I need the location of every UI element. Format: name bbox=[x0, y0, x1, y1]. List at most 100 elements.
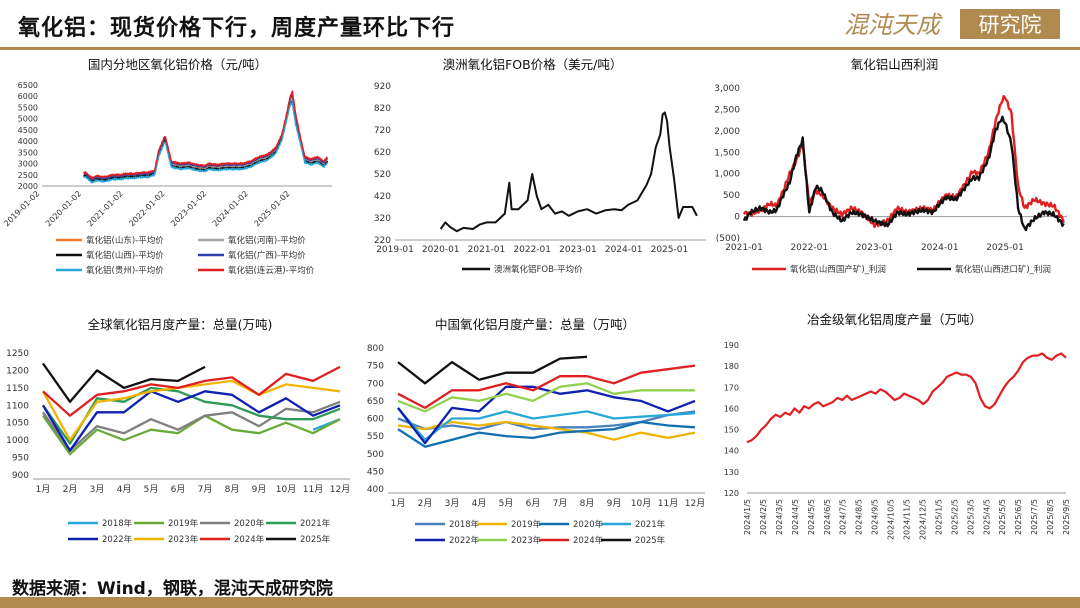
y-tick-label: 520 bbox=[374, 170, 391, 180]
x-tick-label: 2025/4/5 bbox=[982, 499, 991, 535]
x-tick-label: 2024/2/5 bbox=[759, 499, 768, 535]
y-tick-label: 140 bbox=[724, 447, 739, 456]
chart-title: 澳洲氧化铝FOB价格（美元/吨） bbox=[443, 57, 623, 72]
legend-label: 氧化铝(广西)-平均价 bbox=[228, 250, 306, 261]
logo: 混沌天成 研究院 bbox=[844, 9, 1060, 39]
x-tick-label: 2025-01 bbox=[986, 243, 1024, 253]
chart-shanxi-profit: 氧化铝山西利润 (500) 0 500 1,000 1,500 2,000 2,500 3,00… bbox=[712, 52, 1077, 282]
x-tick-label: 2025/3/5 bbox=[966, 499, 975, 535]
y-tick-label: 1100 bbox=[6, 401, 29, 411]
x-tick-label: 10月 bbox=[631, 498, 651, 509]
footer-bar bbox=[0, 597, 1080, 608]
y-tick-label: 4500 bbox=[18, 126, 38, 135]
y-tick-label: 180 bbox=[724, 362, 739, 371]
series-line bbox=[397, 364, 696, 410]
x-tick-label: 7月 bbox=[553, 498, 568, 509]
x-tick-label: 5月 bbox=[499, 498, 514, 509]
logo-text-a: 混沌天成 bbox=[844, 11, 943, 39]
x-tick-label: 1月 bbox=[391, 498, 406, 509]
legend-label: 2023年 bbox=[168, 534, 199, 545]
x-tick-label: 2024/11/5 bbox=[903, 499, 912, 540]
series-line bbox=[439, 111, 698, 233]
y-tick-label: 190 bbox=[724, 341, 739, 350]
y-tick-label: 6000 bbox=[18, 92, 38, 101]
legend-label: 2021年 bbox=[635, 519, 666, 530]
x-tick-label: 2023-01-02 bbox=[169, 189, 208, 228]
x-tick-label: 2025/5/5 bbox=[998, 499, 1007, 535]
x-tick-label: 2024-01-02 bbox=[211, 189, 250, 228]
x-tick-label: 2024/4/5 bbox=[791, 499, 800, 535]
series-line bbox=[41, 379, 341, 442]
y-tick-label: 750 bbox=[367, 362, 384, 372]
x-tick-label: 2019-01 bbox=[376, 245, 414, 255]
chart-title: 冶金级氧化铝周度产量（万吨） bbox=[807, 312, 982, 327]
x-tick-label: 2月 bbox=[418, 498, 433, 509]
y-tick-label: 800 bbox=[367, 344, 384, 354]
series-line bbox=[397, 407, 696, 441]
x-tick-label: 2022-01 bbox=[790, 243, 828, 253]
y-tick-label: 2,000 bbox=[714, 127, 740, 137]
legend-label: 澳洲氧化铝FOB-平均价 bbox=[494, 264, 583, 275]
x-tick-label: 2024-01 bbox=[921, 243, 959, 253]
series-line bbox=[397, 420, 696, 448]
x-tick-label: 3月 bbox=[445, 498, 460, 509]
series-line bbox=[742, 95, 1065, 229]
y-tick-label: 620 bbox=[374, 148, 391, 158]
legend-label: 氧化铝(贵州)-平均价 bbox=[86, 265, 164, 276]
y-tick-label: 500 bbox=[723, 191, 740, 201]
y-tick-label: 1150 bbox=[6, 384, 29, 394]
y-tick-label: 900 bbox=[12, 471, 29, 481]
legend-label: 氧化铝(山西)-平均价 bbox=[86, 250, 164, 261]
x-tick-label: 5月 bbox=[144, 484, 159, 495]
y-tick-label: (500) bbox=[716, 234, 740, 244]
x-tick-label: 2025/8/5 bbox=[1046, 499, 1055, 535]
x-tick-label: 7月 bbox=[198, 484, 213, 495]
y-tick-label: 220 bbox=[374, 236, 391, 246]
chart-svg: 全球氧化铝月度产量：总量(万吨) 900 950 1000 1050 1100 1150 12… bbox=[6, 317, 350, 545]
x-tick-label: 2022-01 bbox=[513, 245, 551, 255]
legend-label: 氧化铝(山西进口矿)_利润 bbox=[955, 264, 1051, 275]
legend-label: 氧化铝(河南)-平均价 bbox=[228, 235, 306, 246]
y-tick-label: 160 bbox=[724, 404, 739, 413]
y-tick-label: 3,000 bbox=[714, 84, 740, 94]
header: 氧化铝：现货价格下行，周度产量环比下行 混沌天成 研究院 bbox=[0, 0, 1080, 50]
legend-label: 2020年 bbox=[573, 519, 604, 530]
x-tick-label: 2019-01-02 bbox=[2, 189, 41, 228]
chart-svg: 澳洲氧化铝FOB价格（美元/吨） 220 320 420 520 620 720 820 920… bbox=[374, 57, 706, 275]
x-tick-label: 2024-01 bbox=[605, 245, 643, 255]
x-tick-label: 2025-01-02 bbox=[253, 189, 292, 228]
y-tick-label: 920 bbox=[374, 82, 391, 92]
x-tick-label: 9月 bbox=[607, 498, 622, 509]
x-tick-label: 11月 bbox=[658, 498, 678, 509]
chart-fob-price: 澳洲氧化铝FOB价格（美元/吨） 220 320 420 520 620 720 820 920… bbox=[350, 52, 715, 282]
page-title: 氧化铝：现货价格下行，周度产量环比下行 bbox=[18, 16, 456, 41]
x-tick-label: 2025/1/5 bbox=[934, 499, 943, 535]
x-tick-label: 6月 bbox=[526, 498, 541, 509]
legend-label: 氧化铝(山西国产矿)_利润 bbox=[790, 264, 886, 275]
chart-svg: 中国氧化铝月度产量：总量（万吨） 400 450 500 550 600 650 700 750… bbox=[367, 317, 705, 546]
series-line bbox=[746, 352, 1067, 444]
chart-global-output: 全球氧化铝月度产量：总量(万吨) 900 950 1000 1050 1100 1150 12… bbox=[0, 307, 360, 552]
y-tick-label: 700 bbox=[367, 379, 384, 389]
x-tick-label: 2025-01 bbox=[651, 245, 689, 255]
x-tick-label: 4月 bbox=[117, 484, 132, 495]
legend-label: 2024年 bbox=[573, 535, 604, 546]
legend-label: 2024年 bbox=[234, 534, 265, 545]
series-line bbox=[42, 400, 341, 452]
legend-label: 2019年 bbox=[168, 518, 199, 529]
x-tick-label: 9月 bbox=[252, 484, 267, 495]
y-tick-label: 1050 bbox=[6, 419, 29, 429]
x-tick-label: 2021-01 bbox=[725, 243, 763, 253]
series-line bbox=[83, 90, 328, 180]
series-line bbox=[83, 94, 329, 181]
x-tick-label: 2020-01 bbox=[422, 245, 460, 255]
x-tick-label: 2025/9/5 bbox=[1062, 499, 1071, 535]
series-line bbox=[42, 390, 341, 452]
y-tick-label: 500 bbox=[367, 450, 384, 460]
chart-svg: 冶金级氧化铝周度产量（万吨） 120 130 140 150 160 170 180 190 20… bbox=[724, 312, 1071, 540]
x-tick-label: 12月 bbox=[685, 498, 705, 509]
y-tick-label: 170 bbox=[724, 383, 739, 392]
y-tick-label: 820 bbox=[374, 104, 391, 114]
legend-label: 氧化铝(山东)-平均价 bbox=[86, 235, 164, 246]
